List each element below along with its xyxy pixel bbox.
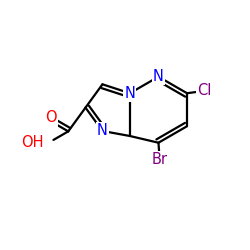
Text: N: N [124,86,135,101]
Text: O: O [45,110,57,126]
Text: OH: OH [21,135,44,150]
Text: N: N [97,124,108,138]
Text: Br: Br [152,152,168,167]
Text: N: N [153,69,164,84]
Text: Cl: Cl [197,83,211,98]
